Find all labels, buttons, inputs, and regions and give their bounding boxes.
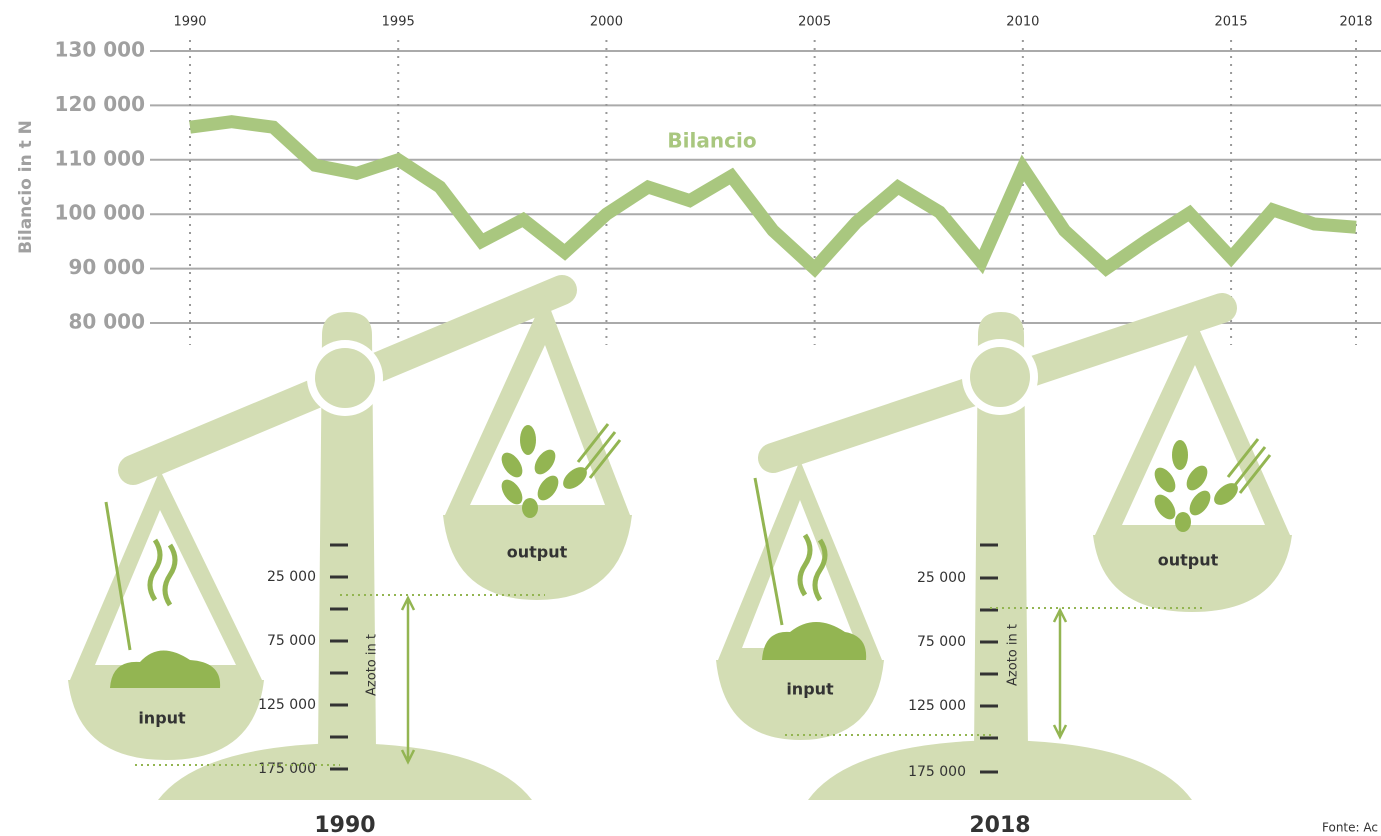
input-label: input [138, 709, 186, 728]
series-label: Bilancio [667, 129, 756, 153]
x-tick-label: 2018 [1339, 15, 1372, 30]
x-tick-label: 2010 [1006, 15, 1039, 30]
y-tick-label: 100 000 [55, 201, 145, 225]
scale-year: 2018 [969, 813, 1030, 836]
scale-2018: 25 000 75 000 125 000 175 000 Azoto in t… [716, 308, 1292, 836]
y-tick-label: 80 000 [68, 310, 145, 334]
scale-tick-label: 125 000 [258, 697, 316, 713]
scale-tick-label: 25 000 [917, 570, 966, 586]
scale-tick-label: 175 000 [908, 764, 966, 780]
x-tick-label: 1990 [173, 15, 206, 30]
y-tick-label: 110 000 [55, 146, 145, 170]
input-label: input [786, 680, 834, 699]
y-tick-label: 90 000 [68, 255, 145, 279]
line-chart: 80 000 90 000 100 000 110 000 120 000 130 000… [16, 15, 1381, 346]
pivot [315, 348, 375, 408]
scale-tick-label: 75 000 [917, 634, 966, 650]
pan-output [1093, 535, 1292, 612]
difference-arrow [402, 598, 414, 762]
scale-tick-label: 175 000 [258, 761, 316, 777]
scale-tick-label: 75 000 [267, 633, 316, 649]
pivot [970, 347, 1030, 407]
source-note: Fonte: Ac [1322, 821, 1378, 835]
scale-axis-title: Azoto in t [1006, 624, 1021, 686]
y-tick-label: 120 000 [55, 92, 145, 116]
scale-axis-title: Azoto in t [365, 634, 380, 696]
difference-arrow [1054, 610, 1066, 737]
y-axis-title: Bilancio in t N [16, 120, 36, 254]
scale-tick-label: 25 000 [267, 569, 316, 585]
x-tick-label: 2005 [798, 15, 831, 30]
x-tick-label: 2000 [590, 15, 623, 30]
x-tick-label: 1995 [382, 15, 415, 30]
infographic: 80 000 90 000 100 000 110 000 120 000 130 000… [0, 0, 1381, 836]
output-label: output [1158, 551, 1219, 570]
scale-year: 1990 [314, 813, 375, 836]
y-tick-label: 130 000 [55, 38, 145, 62]
scale-1990: 25 000 75 000 125 000 175 000 Azoto in t… [68, 290, 632, 836]
scale-tick-label: 125 000 [908, 698, 966, 714]
output-label: output [507, 543, 568, 562]
pan-input [716, 660, 884, 740]
data-line [190, 122, 1356, 269]
x-tick-label: 2015 [1215, 15, 1248, 30]
